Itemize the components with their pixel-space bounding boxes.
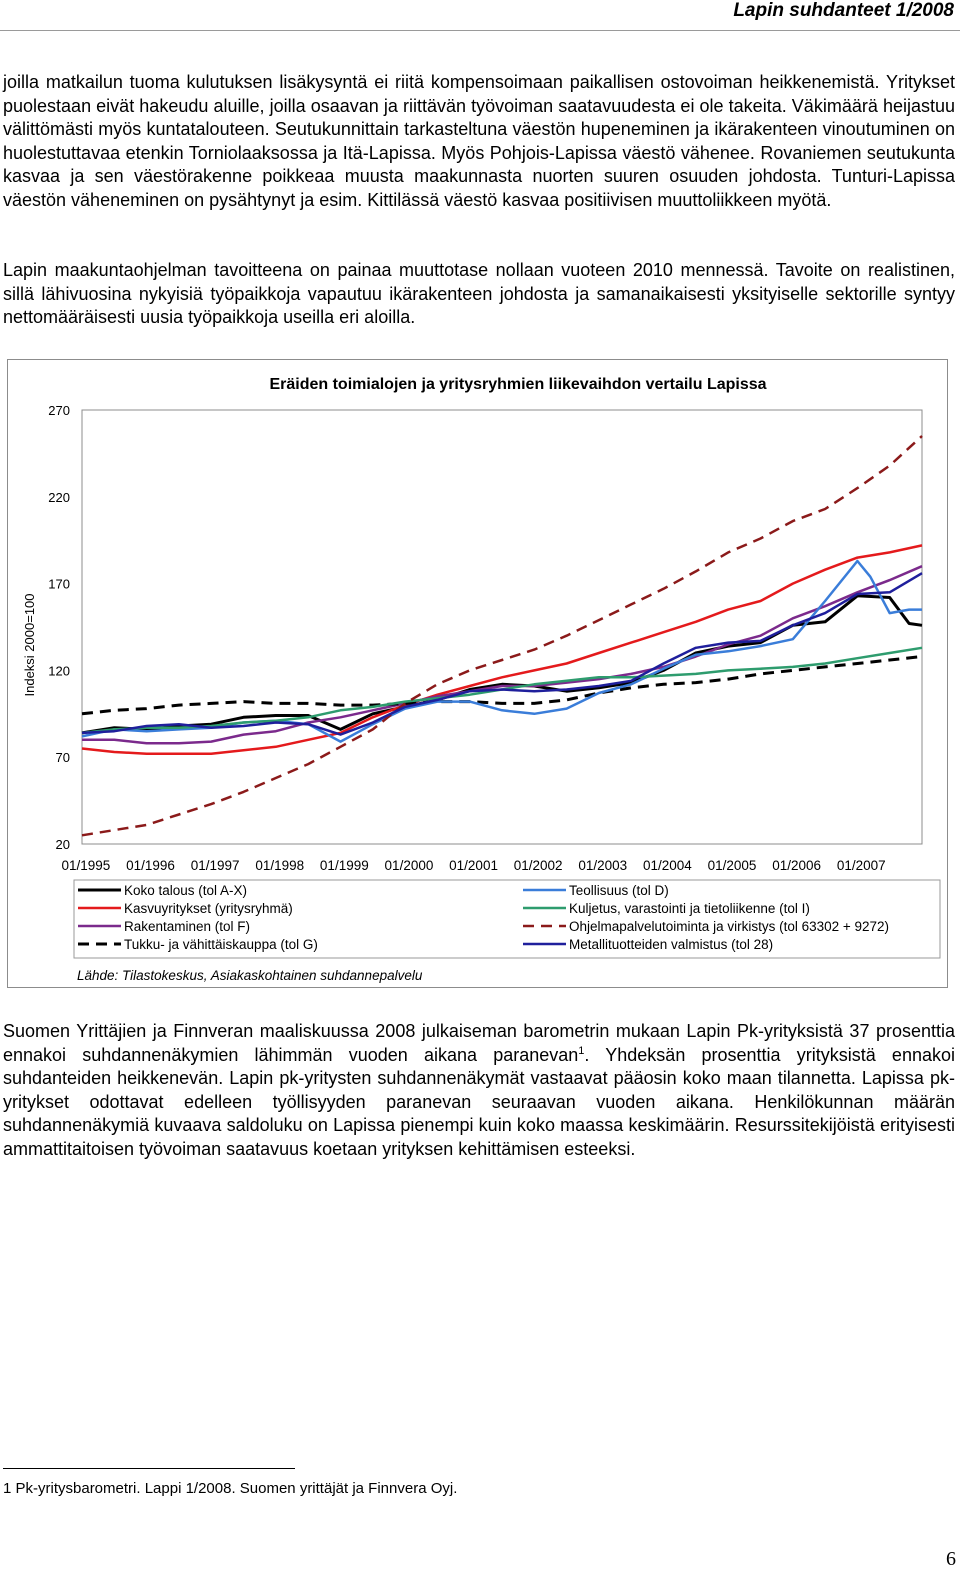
legend-label: Teollisuus (tol D) [569, 883, 669, 898]
x-tick-label: 01/1996 [126, 858, 175, 873]
running-header: Lapin suhdanteet 1/2008 [733, 0, 954, 21]
legend-label: Metallituotteiden valmistus (tol 28) [569, 937, 773, 952]
series-line-4 [81, 655, 923, 716]
x-tick-label: 01/1997 [191, 858, 240, 873]
chart-title: Eräiden toimialojen ja yritysryhmien lii… [269, 376, 766, 393]
chart-frame: Eräiden toimialojen ja yritysryhmien lii… [7, 359, 948, 988]
y-tick-label: 170 [48, 577, 70, 592]
paragraph-3-last-line: yrityksen kehittämisen esteeksi. [382, 1138, 636, 1159]
series-line-3 [82, 565, 923, 745]
x-tick-label: 01/1998 [255, 858, 304, 873]
paragraph-1-last-line: väestön väheneminen on pysähtynyt ja esi… [3, 189, 832, 210]
series-line-5 [81, 559, 922, 743]
legend-label: Tukku- ja vähittäiskauppa (tol G) [124, 937, 318, 952]
x-tick-label: 01/2002 [514, 858, 563, 873]
paragraph-1-text: joilla matkailun tuoma kulutuksen lisäky… [3, 72, 955, 187]
x-tick-label: 01/1995 [61, 858, 110, 873]
paragraph-3-text-a: Suomen Yrittäjien ja Finnveran maaliskuu… [3, 1021, 955, 1065]
series-line-7 [81, 435, 923, 837]
legend-label: Kuljetus, varastointi ja tietoliikenne (… [569, 901, 810, 916]
paragraph-2: Lapin maakuntaohjelman tavoitteena on pa… [3, 259, 955, 330]
y-tick-label: 20 [56, 837, 70, 852]
x-tick-label: 01/1999 [320, 858, 369, 873]
x-tick-label: 01/2003 [578, 858, 627, 873]
y-tick-label: 220 [48, 490, 70, 505]
series-line-2 [81, 544, 923, 755]
paragraph-1: joilla matkailun tuoma kulutuksen lisäky… [3, 71, 955, 213]
y-tick-label: 70 [56, 750, 70, 765]
plot-area [81, 409, 923, 845]
footnote-reference: 1 [578, 1044, 585, 1057]
chart: Eräiden toimialojen ja yritysryhmien lii… [22, 376, 941, 983]
legend-box [73, 879, 941, 959]
chart-source: Lähde: Tilastokeskus, Asiakaskohtainen s… [77, 968, 423, 983]
x-tick-label: 01/2000 [385, 858, 434, 873]
y-axis-label: Indeksi 2000=100 [22, 593, 37, 696]
y-tick-label: 270 [48, 403, 70, 418]
paragraph-2-text: Lapin maakuntaohjelman tavoitteena on pa… [3, 260, 955, 304]
legend-label: Ohjelmapalvelutoiminta ja virkistys (tol… [569, 919, 889, 934]
paragraph-2-last-line: yksityiselle sektorille syntyy nettomäär… [3, 283, 956, 328]
legend-label: Kasvuyritykset (yritysryhmä) [124, 901, 293, 916]
x-tick-label: 01/2004 [643, 858, 692, 873]
legend-label: Rakentaminen (tol F) [124, 919, 250, 934]
x-tick-label: 01/2006 [772, 858, 821, 873]
x-tick-label: 01/2001 [449, 858, 498, 873]
series-line-8 [81, 572, 923, 736]
legend-label: Koko talous (tol A-X) [124, 883, 247, 898]
paragraph-3-text-b: . Yhdeksän prosenttia yrityksistä ennako… [3, 1044, 955, 1159]
x-tick-label: 01/2007 [837, 858, 886, 873]
page-number: 6 [946, 1548, 956, 1570]
x-tick-label: 01/2005 [708, 858, 757, 873]
footnote-rule [3, 1468, 295, 1469]
header-rule [0, 30, 960, 31]
y-tick-label: 120 [48, 663, 70, 678]
paragraph-3: Suomen Yrittäjien ja Finnveran maaliskuu… [3, 1020, 955, 1162]
footnote: 1 Pk-yritysbarometri. Lappi 1/2008. Suom… [3, 1480, 458, 1497]
